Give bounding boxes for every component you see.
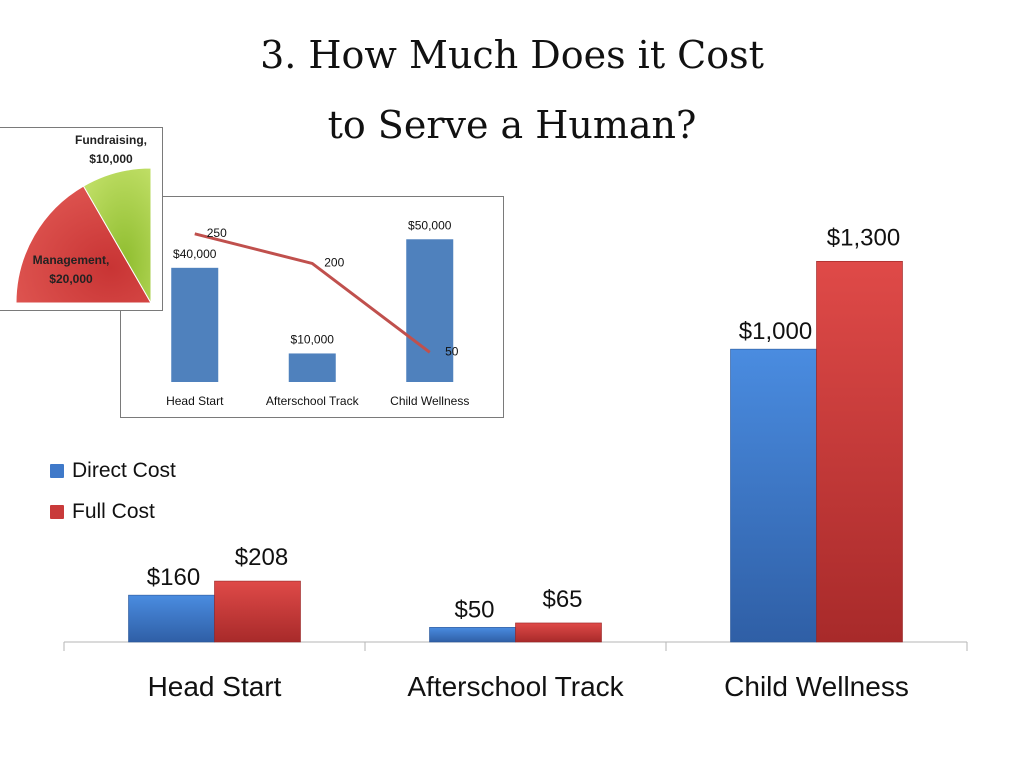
bar-direct-cost-child-wellness <box>730 348 817 643</box>
main-legend: Direct Cost Full Cost <box>50 450 250 532</box>
inset-x-tick-label-child-wellness: Child Wellness <box>390 394 469 408</box>
x-tick-label-child-wellness: Child Wellness <box>724 671 909 702</box>
slide-title-line-1: 3. How Much Does it Cost <box>260 33 764 77</box>
legend-swatch-direct-cost <box>50 463 64 478</box>
x-tick-label-head-start: Head Start <box>148 671 282 702</box>
inset-bar-afterschool-track <box>288 353 336 382</box>
inset-x-tick-label-head-start: Head Start <box>166 394 224 408</box>
pie-label-management-name: Management, <box>33 253 110 267</box>
inset-bar-child-wellness <box>406 239 454 382</box>
pie-chart-frame: Management, $20,000 Fundraising, $10,000 <box>0 127 163 311</box>
data-label-full-cost-child-wellness: $1,300 <box>827 224 900 251</box>
inset-bar-head-start <box>171 267 219 382</box>
legend-swatch-full-cost <box>50 504 64 519</box>
inset-x-tick-label-afterschool-track: Afterschool Track <box>266 394 360 408</box>
pie-slice-management <box>15 185 152 304</box>
inset-line-label-child-wellness: 50 <box>445 344 459 358</box>
legend-label-direct-cost: Direct Cost <box>72 458 176 482</box>
data-label-full-cost-head-start: $208 <box>235 544 288 571</box>
legend-label-full-cost: Full Cost <box>72 499 155 523</box>
bar-direct-cost-head-start <box>128 594 215 643</box>
pie-slice-fundraising <box>82 167 152 305</box>
inset-pie-chart: Management, $20,000 Fundraising, $10,000 <box>15 133 152 305</box>
bar-full-cost-head-start <box>214 580 301 643</box>
inset-data-label-head-start: $40,000 <box>173 247 217 261</box>
data-label-direct-cost-child-wellness: $1,000 <box>739 318 812 345</box>
bar-full-cost-child-wellness <box>816 260 903 643</box>
x-tick-label-afterschool-track: Afterschool Track <box>407 671 624 702</box>
bar-direct-cost-afterschool-track <box>429 627 516 643</box>
slide-title-line-2: to Serve a Human? <box>327 103 697 147</box>
inset-data-label-child-wellness: $50,000 <box>408 218 452 232</box>
inset-line-label-head-start: 250 <box>207 226 227 240</box>
inset-chart-frame: $40,000 Head Start $10,000 Afterschool Trac… <box>120 196 504 418</box>
pie-label-fundraising-name: Fundraising, <box>75 133 147 147</box>
legend-item-full-cost: Full Cost <box>50 491 250 532</box>
inset-data-label-afterschool-track: $10,000 <box>291 332 335 346</box>
inset-line-label-afterschool-track: 200 <box>324 255 344 269</box>
data-label-direct-cost-afterschool-track: $50 <box>454 596 494 623</box>
legend-item-direct-cost: Direct Cost <box>50 450 250 491</box>
pie-label-management-value: $20,000 <box>49 272 93 286</box>
data-label-full-cost-afterschool-track: $65 <box>542 586 582 613</box>
pie-label-fundraising-value: $10,000 <box>89 152 133 166</box>
inset-bar-line-chart: $40,000 Head Start $10,000 Afterschool Trac… <box>166 218 469 408</box>
bar-full-cost-afterschool-track <box>515 622 602 643</box>
data-label-direct-cost-head-start: $160 <box>147 564 200 591</box>
inset-line-series <box>194 232 431 354</box>
